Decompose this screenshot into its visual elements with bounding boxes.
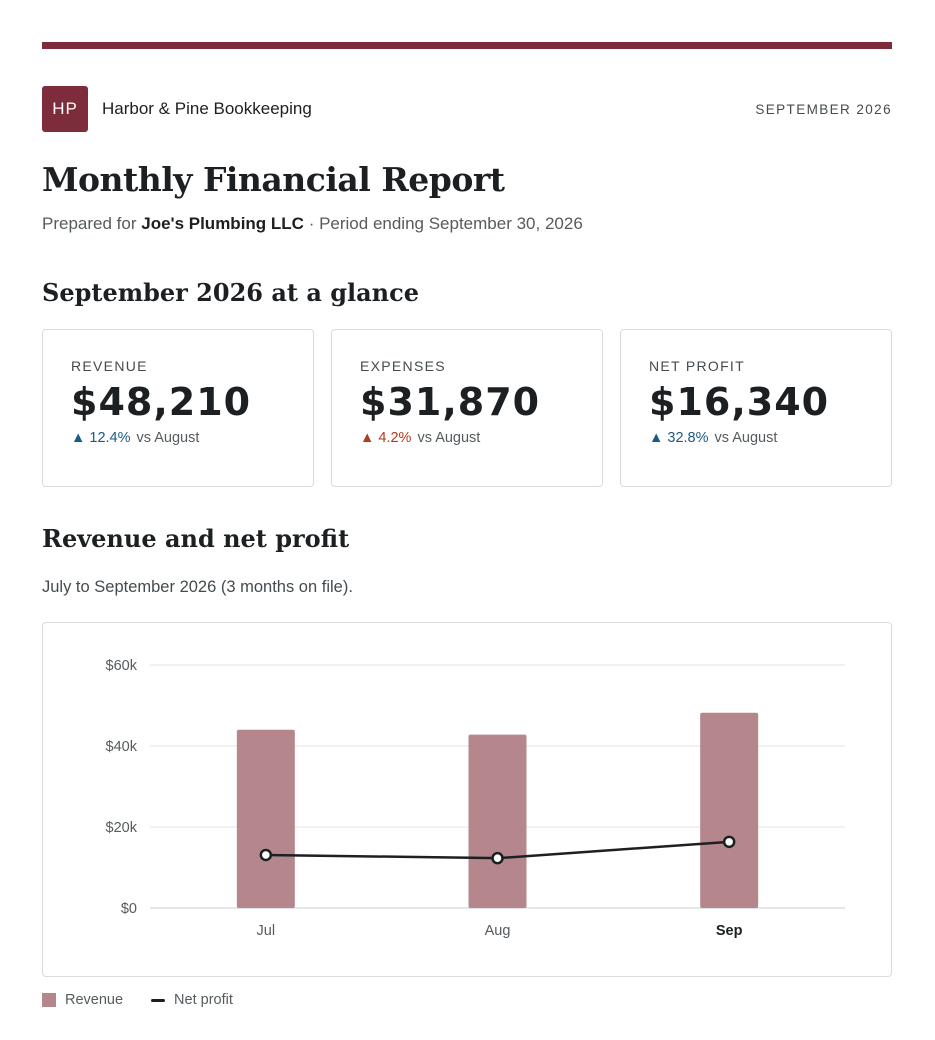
kpi-value: $48,210 [71, 380, 252, 424]
report-subtitle: Prepared for Joe's Plumbing LLC · Period… [42, 214, 583, 234]
kpi-comparison: vs August [714, 430, 778, 446]
net-profit-point [722, 835, 736, 849]
revenue-bar [700, 712, 759, 908]
client-name: Joe's Plumbing LLC [141, 214, 304, 233]
kpi-label: NET PROFIT [649, 358, 745, 374]
period-ending: · Period ending September 30, 2026 [303, 214, 583, 233]
legend-item-revenue: Revenue [42, 992, 123, 1008]
revenue-bar [236, 729, 295, 908]
net-profit-point [259, 848, 273, 862]
kpi-change: ▲ 32.8% vs August [649, 430, 891, 446]
legend-swatch-net-profit [151, 998, 166, 1002]
kpi-value: $31,870 [360, 380, 541, 424]
legend-swatch-revenue [42, 993, 56, 1007]
report-header: HP Harbor & Pine Bookkeeping SEPTEMBER 2… [42, 86, 892, 132]
net-profit-point [491, 851, 504, 865]
firm-logo: HP [42, 86, 88, 132]
kpi-comparison: vs August [136, 430, 200, 446]
kpi-value: $16,340 [649, 380, 830, 424]
glance-section-title: September 2026 at a glance [42, 278, 420, 307]
revenue-net-profit-chart: $0 $20k $40k $60k Jul Aug Sep [106, 658, 845, 939]
x-tick-label: Jul [257, 923, 276, 939]
x-tick-label: Aug [485, 923, 511, 939]
kpi-change-percent: ▲ 12.4% [71, 430, 131, 446]
kpi-cards: REVENUE $48,210 ▲ 12.4% vs August EXPENS… [42, 329, 892, 487]
chart-container: $0 $20k $40k $60k Jul Aug Sep [42, 622, 892, 977]
prepared-for-prefix: Prepared for [42, 214, 142, 233]
chart-legend: Revenue Net profit [42, 992, 261, 1008]
legend-label-net-profit: Net profit [174, 992, 233, 1008]
kpi-change-percent: ▲ 32.8% [649, 430, 709, 446]
y-tick-label: $60k [106, 658, 138, 674]
report-title: Monthly Financial Report [42, 160, 505, 199]
x-tick-label: Sep [716, 923, 743, 939]
kpi-label: EXPENSES [360, 358, 446, 374]
kpi-change: ▲ 12.4% vs August [71, 430, 313, 446]
legend-label-revenue: Revenue [65, 992, 124, 1008]
brand-top-rule [42, 42, 892, 49]
period-tag: SEPTEMBER 2026 [755, 101, 892, 117]
kpi-card-revenue: REVENUE $48,210 ▲ 12.4% vs August [42, 329, 314, 487]
kpi-change: ▲ 4.2% vs August [360, 430, 602, 446]
y-tick-label: $40k [106, 739, 138, 755]
firm-name: Harbor & Pine Bookkeeping [102, 99, 312, 118]
y-tick-label: $20k [106, 820, 138, 836]
kpi-label: REVENUE [71, 358, 148, 374]
revenue-bar [468, 734, 527, 908]
y-tick-label: $0 [121, 901, 137, 917]
chart-section-title: Revenue and net profit [42, 524, 350, 553]
chart-caption: July to September 2026 (3 months on file… [42, 578, 353, 596]
kpi-change-percent: ▲ 4.2% [360, 430, 412, 446]
kpi-comparison: vs August [417, 430, 481, 446]
kpi-card-expenses: EXPENSES $31,870 ▲ 4.2% vs August [331, 329, 603, 487]
kpi-card-net-profit: NET PROFIT $16,340 ▲ 32.8% vs August [620, 329, 892, 487]
legend-item-net-profit: Net profit [151, 992, 233, 1008]
